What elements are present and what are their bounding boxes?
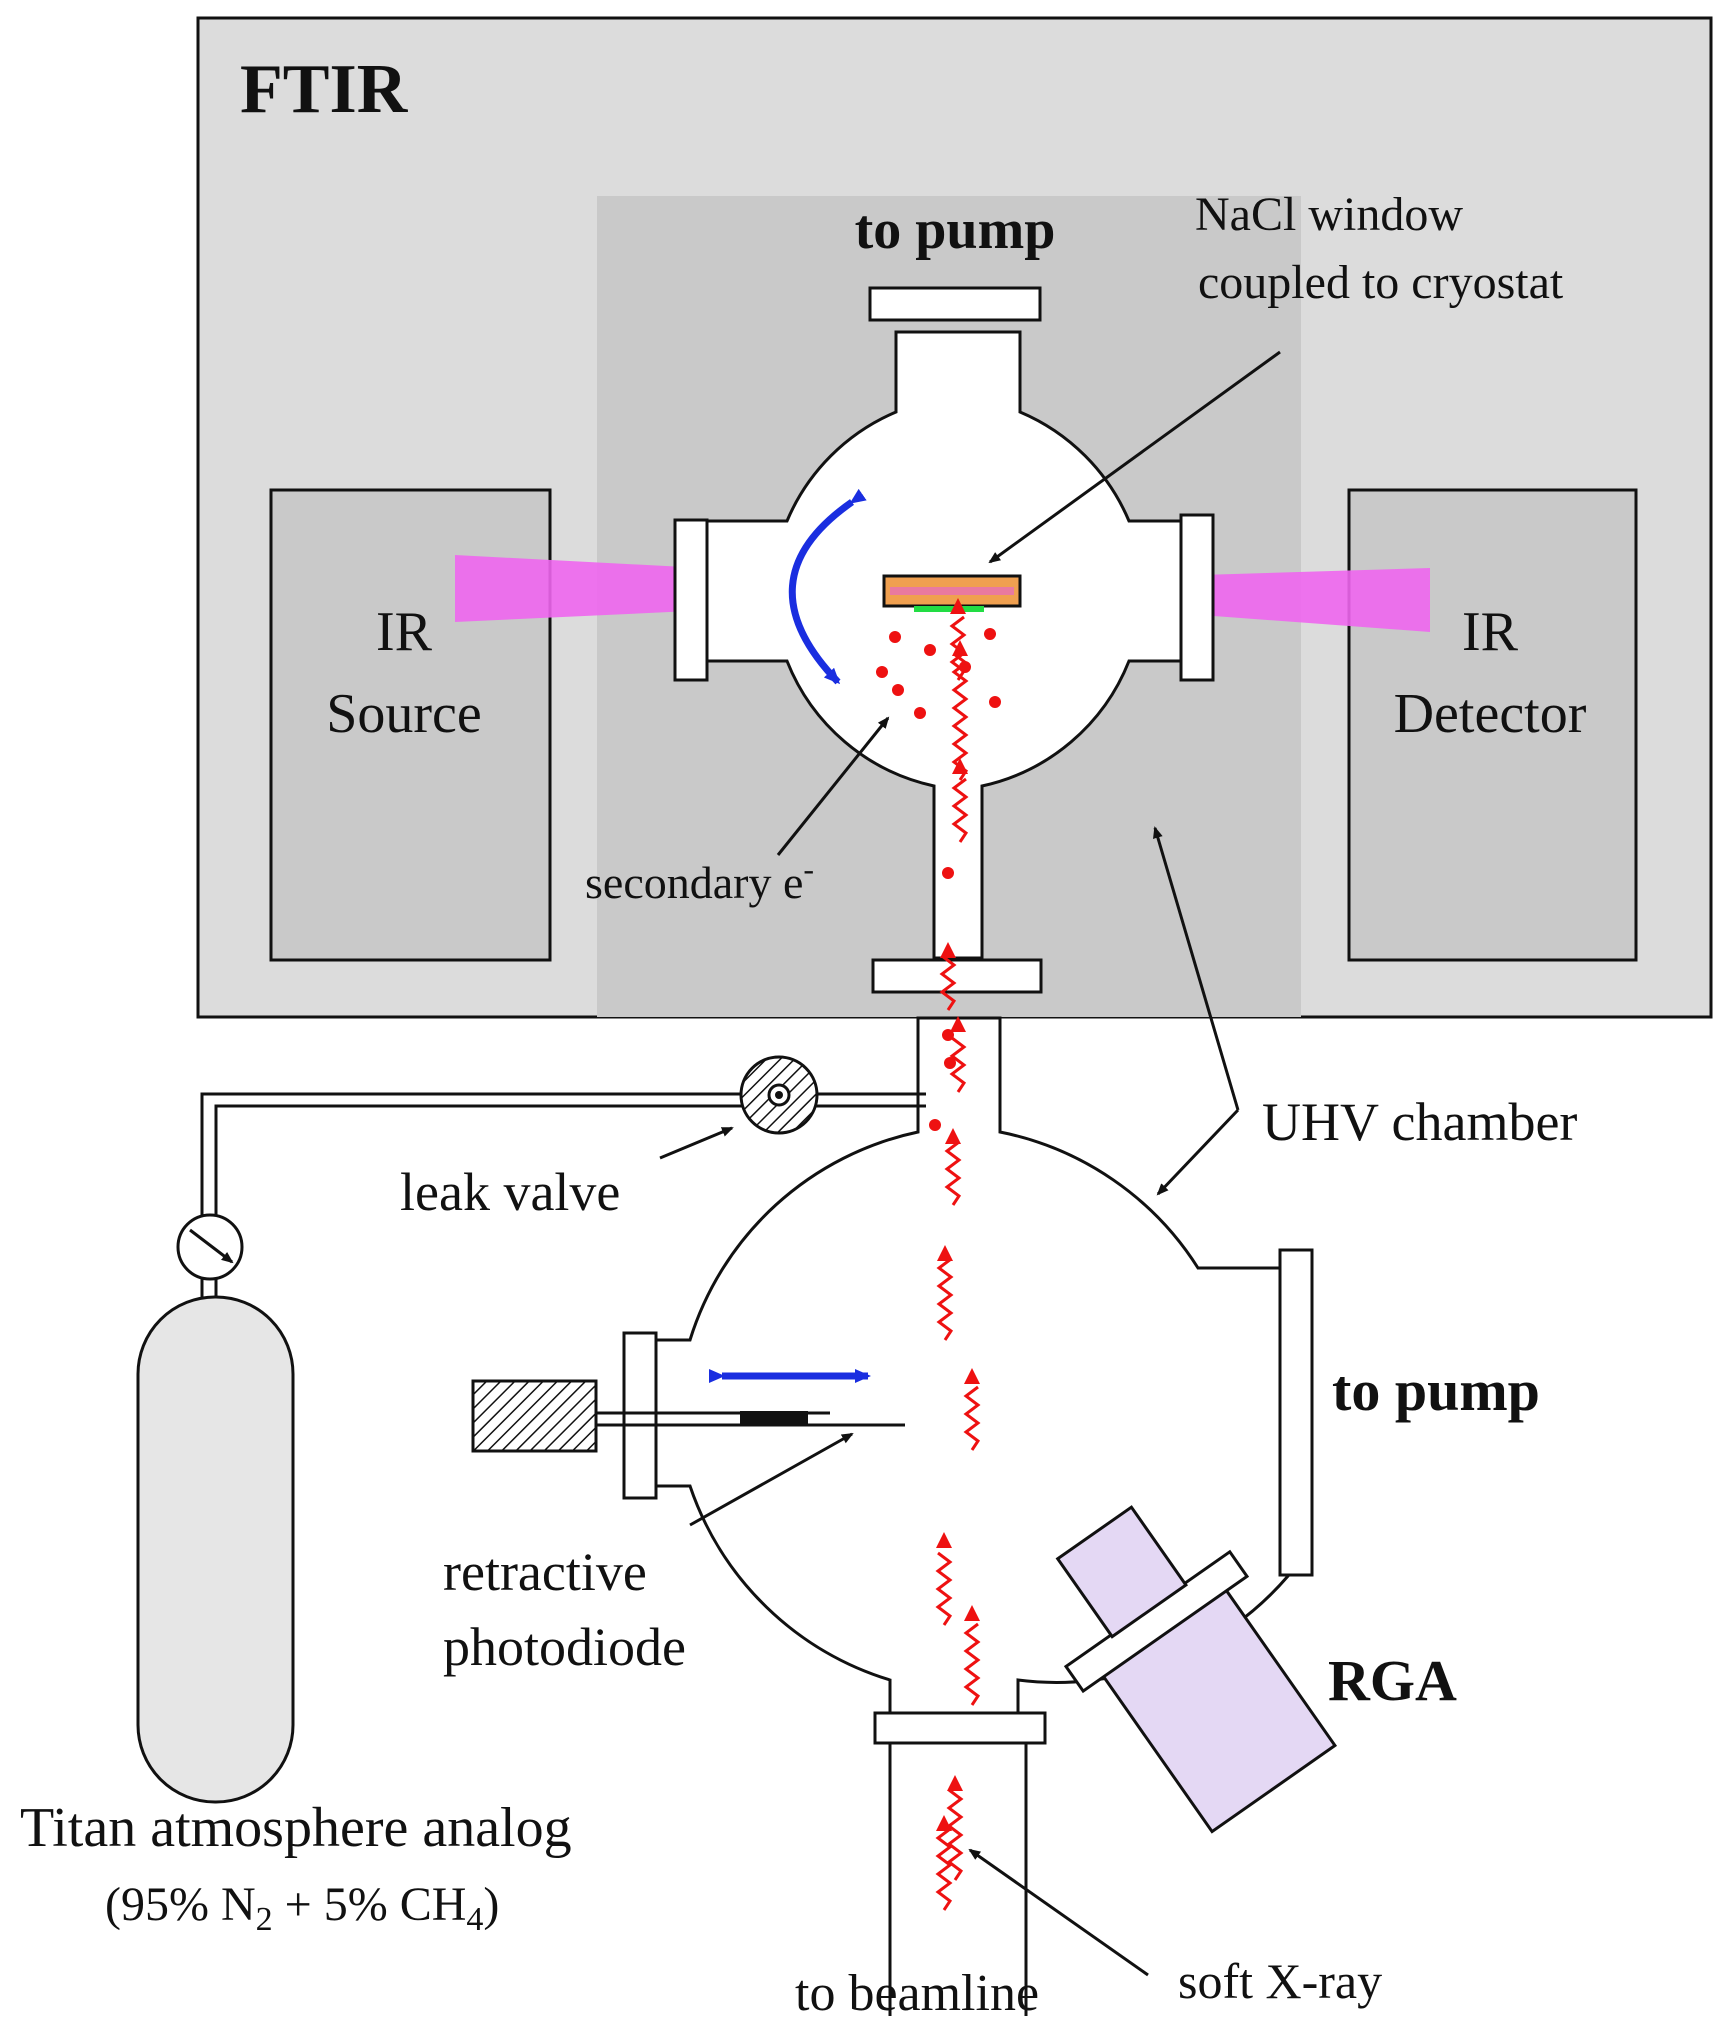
secondary-electron-dot — [944, 1057, 956, 1069]
uhv-pointer-lower — [1156, 1108, 1240, 1196]
pressure-gauge — [176, 1213, 244, 1300]
xray-photon-head — [945, 1128, 961, 1144]
nacl-label-line1: NaCl window — [1195, 188, 1463, 241]
secondary-electron-dot — [929, 1119, 941, 1131]
xray-beam — [935, 598, 981, 1911]
xray-photon-head — [950, 598, 966, 614]
uhv-chamber-label: UHV chamber — [1262, 1092, 1577, 1152]
to-pump-top-label: to pump — [855, 199, 1056, 261]
right-pump-flange — [1278, 1248, 1314, 1577]
soft-xray-pointer — [968, 1848, 1149, 1977]
xray-photon-head — [936, 1815, 952, 1831]
secondary-electron-dot — [924, 644, 936, 656]
xray-photon-head — [952, 640, 968, 656]
secondary-e-label: secondary e- — [585, 851, 814, 908]
nacl-pointer — [988, 350, 1281, 564]
xray-photon-head — [936, 1532, 952, 1548]
secondary-electrons — [876, 628, 1001, 1131]
secondary-electron-dot — [959, 661, 971, 673]
xray-photon — [935, 1551, 953, 1626]
left-flange-upper — [673, 518, 709, 682]
middle-flange — [871, 958, 1043, 994]
secondary-electron-dot — [942, 1029, 954, 1041]
xray-photon-head — [940, 942, 956, 958]
to-beamline-label: to beamline — [795, 1965, 1039, 2016]
titan-mix-part2: + 5% CH — [273, 1878, 467, 1931]
retractive-label-line1: retractive — [443, 1542, 647, 1602]
xray-photon-head — [947, 1775, 963, 1791]
titan-label-line1: Titan atmosphere analog — [20, 1797, 572, 1859]
xray-photon — [944, 1140, 962, 1206]
leak-valve-label: leak valve — [400, 1162, 620, 1222]
bottom-flange — [873, 1711, 1047, 1745]
xray-photon — [963, 1385, 981, 1451]
secondary-electron-dot — [889, 631, 901, 643]
ir-detector-box — [1347, 488, 1638, 962]
left-flange-lower — [622, 1331, 658, 1500]
xray-photon — [951, 777, 969, 843]
secondary-electron-dot — [914, 707, 926, 719]
rga-assembly — [1055, 1505, 1338, 1834]
ir-source-label-line2: Source — [326, 683, 482, 745]
secondary-electron-dot — [942, 867, 954, 879]
upper-chamber — [695, 330, 1185, 960]
xray-photon-head — [964, 1605, 980, 1621]
gas-line-outer — [200, 1092, 926, 1218]
leak-valve-pointer — [659, 1126, 734, 1160]
secondary-electron-dot — [989, 696, 1001, 708]
xray-photon — [951, 652, 969, 781]
xray-photon — [935, 1827, 953, 1911]
titan-n2-subscript: 2 — [256, 1901, 273, 1938]
retractive-label-line2: photodiode — [443, 1617, 686, 1677]
titan-mix-part1: (95% N — [105, 1878, 256, 1931]
xray-photon — [946, 1788, 964, 1881]
nacl-window-film — [890, 587, 1014, 595]
ftir-label: FTIR — [240, 51, 409, 128]
uhv-pointer-upper — [1153, 826, 1240, 1111]
secondary-electron-dot — [876, 666, 888, 678]
photodiode-actuator — [471, 1379, 598, 1453]
to-pump-right-label: to pump — [1332, 1358, 1540, 1423]
photodiode-pointer — [689, 1432, 854, 1527]
secondary-e-text: secondary e — [585, 857, 803, 908]
secondary-e-pointer — [776, 716, 890, 856]
xray-photon — [949, 1036, 967, 1093]
soft-xray-label: soft X-ray — [1178, 1953, 1382, 2009]
ir-detector-label-line2: Detector — [1394, 683, 1587, 745]
leak-valve-symbol — [739, 1055, 819, 1135]
right-flange-upper — [1179, 513, 1215, 682]
secondary-electron-dot — [984, 628, 996, 640]
rga-neck — [1055, 1505, 1188, 1639]
rotation-arrow — [788, 488, 867, 685]
xray-photon — [936, 1257, 954, 1341]
ir-detector-label-line1: IR — [1462, 601, 1519, 663]
xray-photon-head — [937, 1245, 953, 1261]
rga-label: RGA — [1328, 1648, 1457, 1713]
nacl-label-line2: coupled to cryostat — [1198, 256, 1564, 309]
ir-source-label-line1: IR — [376, 601, 433, 663]
titan-label-line2: (95% N2 + 5% CH4) — [105, 1878, 499, 1938]
deposit-layer — [914, 606, 984, 612]
xray-photon — [939, 954, 957, 1011]
xray-photon-head — [964, 1368, 980, 1384]
secondary-electron-dot — [892, 684, 904, 696]
secondary-e-superscript: - — [803, 851, 814, 887]
photodiode-sensor — [740, 1411, 808, 1425]
xray-photon-head — [950, 1016, 966, 1032]
xray-photon — [963, 1622, 981, 1706]
top-flange — [868, 286, 1042, 322]
titan-mix-part3: ) — [483, 1878, 499, 1931]
gas-line-inner — [214, 1104, 926, 1218]
gas-cylinder — [136, 1295, 295, 1804]
titan-ch4-subscript: 4 — [466, 1901, 483, 1938]
